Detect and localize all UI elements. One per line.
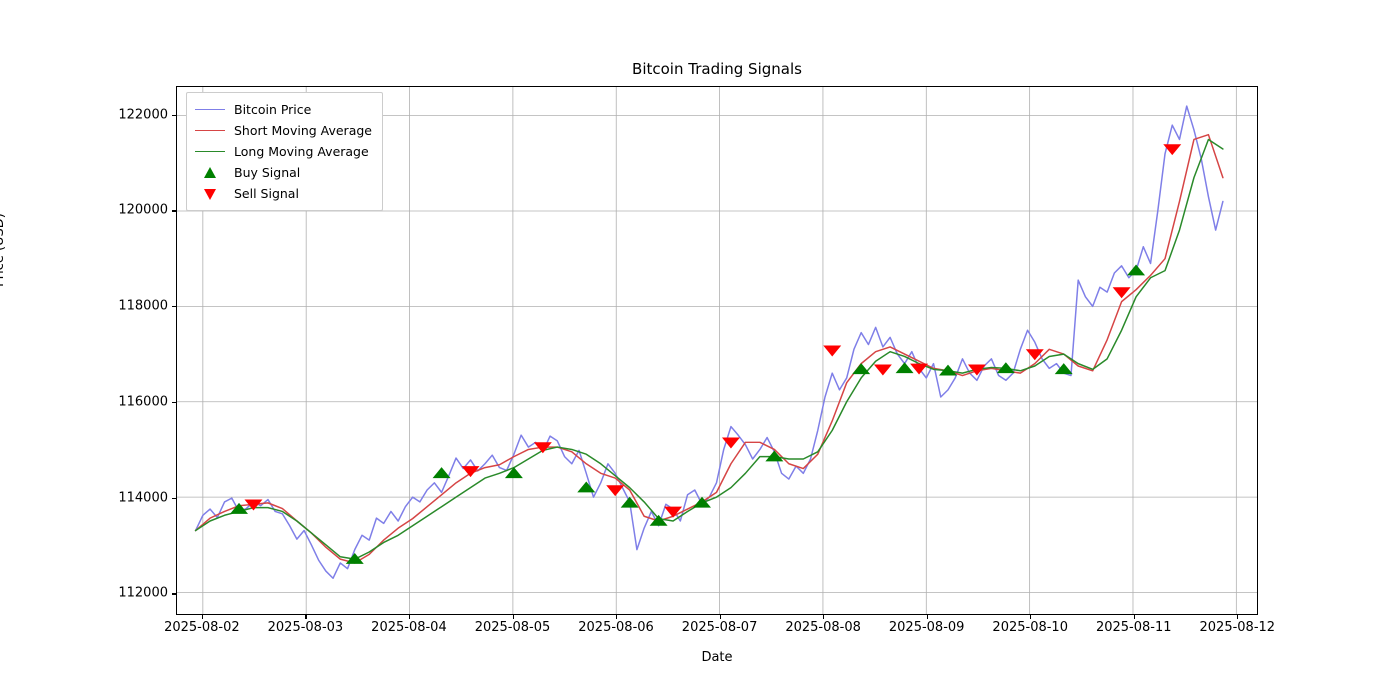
legend-entry-label: Short Moving Average — [234, 123, 372, 138]
x-axis-tick-mark — [1133, 615, 1135, 619]
y-axis-tick-label: 114000 — [118, 490, 168, 506]
sell-signal-marker — [1163, 144, 1182, 156]
x-axis-tick-label: 2025-08-05 — [474, 620, 551, 635]
legend-entry-label: Long Moving Average — [234, 144, 369, 159]
legend-swatch-line — [195, 124, 225, 138]
buy-signal-marker — [765, 450, 784, 462]
y-axis-tick-label: 116000 — [118, 394, 168, 410]
buy-signal-marker — [504, 467, 523, 479]
legend-entry-label: Bitcoin Price — [234, 102, 312, 117]
buy-signal-marker — [577, 481, 596, 493]
legend-entry: Long Moving Average — [195, 141, 372, 162]
x-axis-tick-mark — [512, 615, 514, 619]
buy-signal-marker — [432, 467, 451, 479]
triangle-up-icon — [204, 166, 216, 178]
series-line — [194, 138, 1224, 560]
legend-line-swatch — [195, 108, 225, 111]
sell-signal-markers — [244, 144, 1182, 518]
y-axis-tick-label: 120000 — [118, 202, 168, 218]
x-axis-tick-mark — [616, 615, 618, 619]
sell-signal-marker — [533, 442, 552, 454]
sell-signal-marker — [1025, 349, 1044, 361]
plot-area — [176, 86, 1258, 615]
x-axis-tick-label: 2025-08-06 — [578, 620, 654, 635]
x-axis-tick-mark — [926, 615, 928, 619]
legend-entry: Buy Signal — [195, 162, 372, 183]
y-axis-tick-mark — [172, 401, 176, 404]
x-axis-tick-mark — [1237, 615, 1239, 619]
buy-signal-marker — [852, 363, 871, 375]
legend-entry: Sell Signal — [195, 183, 372, 204]
legend-swatch-buy — [195, 166, 225, 180]
sell-signal-marker — [664, 506, 683, 518]
x-axis-tick-label: 2025-08-03 — [267, 620, 344, 635]
x-axis-tick-mark — [719, 615, 721, 619]
x-axis-tick-mark — [823, 615, 825, 619]
legend-swatch-sell — [195, 187, 225, 201]
y-axis-tick-label: 118000 — [118, 298, 168, 314]
sell-signal-marker — [606, 485, 625, 497]
legend-swatch-line — [195, 103, 225, 117]
x-axis-tick-label: 2025-08-08 — [785, 620, 861, 635]
x-axis-title: Date — [701, 650, 733, 665]
sell-signal-marker — [244, 499, 263, 511]
legend-entry-label: Buy Signal — [234, 165, 301, 180]
x-axis-tick-label: 2025-08-10 — [992, 620, 1068, 635]
series-line — [194, 133, 1224, 564]
y-axis-tick-mark — [172, 210, 176, 212]
sell-signal-marker — [873, 364, 892, 376]
buy-signal-marker — [939, 364, 957, 376]
chart-title: Bitcoin Trading Signals — [632, 60, 802, 78]
legend-entry: Bitcoin Price — [195, 99, 372, 120]
x-axis-tick-label: 2025-08-02 — [164, 620, 240, 635]
gridlines — [177, 87, 1257, 614]
x-axis-tick-mark — [305, 615, 307, 619]
x-axis-tick-label: 2025-08-11 — [1095, 620, 1172, 635]
legend-line-swatch — [195, 129, 225, 132]
legend-line-swatch — [195, 150, 225, 153]
x-axis-tick-label: 2025-08-04 — [371, 620, 447, 635]
buy-signal-marker — [620, 496, 639, 508]
legend-entry: Short Moving Average — [195, 120, 372, 141]
y-axis-tick-mark — [172, 114, 176, 116]
x-axis-tick-label: 2025-08-12 — [1199, 620, 1276, 635]
chart-canvas — [177, 87, 1257, 614]
buy-signal-marker — [345, 552, 364, 564]
buy-signal-marker — [649, 514, 668, 526]
x-axis-tick-label: 2025-08-09 — [888, 620, 965, 635]
y-axis-tick-mark — [172, 593, 176, 595]
sell-signal-marker — [823, 345, 842, 357]
buy-signal-marker — [996, 362, 1015, 374]
sell-signal-marker — [461, 466, 480, 478]
series-lines — [194, 105, 1224, 579]
y-axis-tick-label: 122000 — [118, 107, 168, 123]
chart-legend: Bitcoin Price Short Moving Average Long Mo… — [186, 92, 383, 211]
y-axis-tick-mark — [172, 306, 176, 308]
x-axis-tick-mark — [408, 615, 411, 619]
sell-signal-marker — [967, 364, 986, 376]
buy-signal-markers — [230, 264, 1146, 564]
buy-signal-marker — [230, 502, 248, 514]
sell-signal-marker — [1112, 287, 1131, 299]
legend-entry-label: Sell Signal — [234, 186, 299, 201]
buy-signal-marker — [693, 496, 711, 508]
triangle-down-icon — [204, 188, 216, 200]
x-axis-tick-label: 2025-08-07 — [681, 620, 758, 635]
x-axis-tick-mark — [1030, 615, 1032, 619]
buy-signal-marker — [895, 362, 914, 374]
buy-signal-marker — [1127, 264, 1146, 276]
buy-signal-marker — [1054, 363, 1073, 375]
x-axis-tick-mark — [201, 615, 203, 619]
y-axis-title: Price (USD) — [0, 213, 7, 287]
y-axis-tick-label: 112000 — [118, 585, 168, 601]
sell-signal-marker — [910, 363, 929, 375]
sell-signal-marker — [721, 437, 740, 449]
y-axis-tick-mark — [172, 497, 176, 499]
legend-swatch-line — [195, 145, 225, 159]
